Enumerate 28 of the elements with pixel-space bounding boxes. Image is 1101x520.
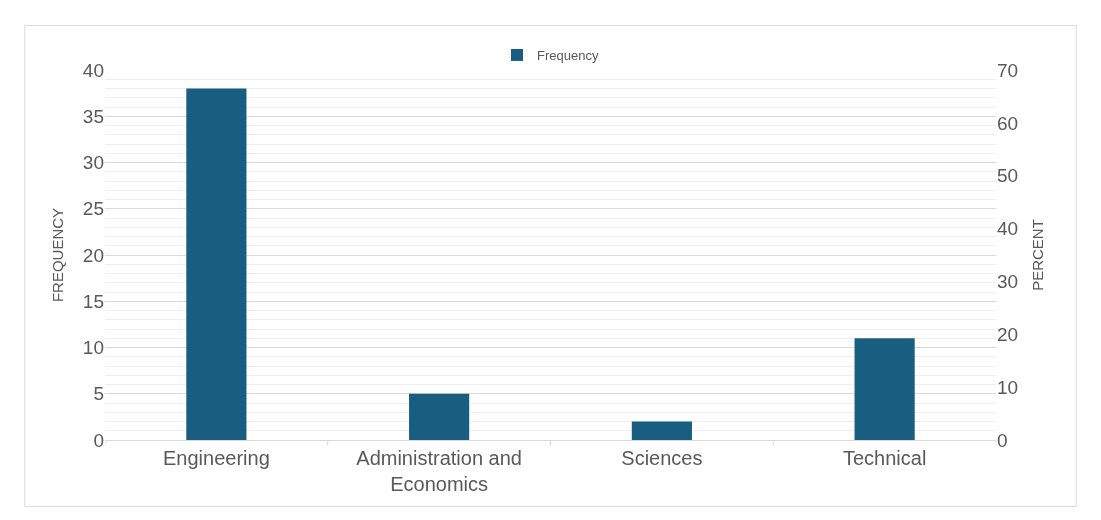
- y2-tick-label: 20: [997, 323, 1019, 345]
- legend-label: Frequency: [537, 48, 599, 64]
- x-tick-label: Technical: [842, 447, 927, 469]
- y2-tick-label: 70: [997, 59, 1019, 81]
- y2-tick-label: 30: [997, 271, 1019, 293]
- y2-tick-label: 10: [997, 376, 1019, 398]
- x-tick-label: Administration and Economics: [356, 447, 522, 495]
- x-tick-label: Engineering: [163, 447, 270, 469]
- y-axis-title: FREQUENCY: [49, 207, 67, 303]
- y-tick-label: 35: [82, 105, 104, 127]
- y2-tick-label: 50: [997, 165, 1019, 187]
- y-tick-label: 5: [93, 383, 104, 405]
- y2-axis-title: PERCENT: [1029, 219, 1047, 291]
- bar: [854, 338, 915, 440]
- y2-tick-label: 40: [997, 218, 1019, 240]
- y2-tick-label: 0: [997, 429, 1008, 451]
- y-tick-label: 40: [82, 59, 104, 81]
- y-tick-label: 10: [82, 337, 104, 359]
- x-tick-label: Sciences: [621, 447, 703, 469]
- y-tick-label: 25: [82, 198, 104, 220]
- bar: [409, 393, 470, 440]
- y-tick-label: 0: [93, 429, 104, 451]
- y-tick-label: 20: [82, 244, 104, 266]
- y2-tick-label: 60: [997, 112, 1019, 134]
- bar: [186, 88, 247, 440]
- bar: [631, 421, 692, 440]
- y-tick-label: 30: [82, 152, 104, 174]
- y-tick-label: 15: [82, 290, 104, 312]
